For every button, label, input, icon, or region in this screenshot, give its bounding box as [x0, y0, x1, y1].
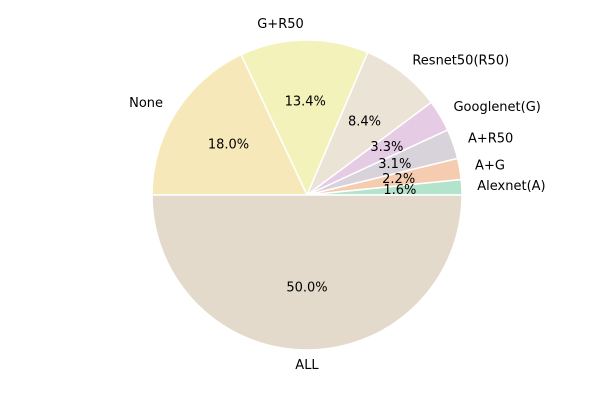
- pie-percent-all: 50.0%: [286, 281, 327, 296]
- pie-percent-a-g: 2.2%: [382, 172, 415, 187]
- pie-label-a-g: A+G: [475, 159, 505, 174]
- pie-percent-resnet50-r50: 8.4%: [348, 114, 381, 129]
- pie-label-googlenet-g: Googlenet(G): [453, 100, 540, 115]
- pie-slice-all: [151, 194, 463, 351]
- pie-percent-labels: 1.6%2.2%3.1% 3.3% 8.4% 13.4% 18.0% 50.0%: [208, 95, 417, 296]
- pie-label-all: ALL: [295, 358, 319, 373]
- pie-label-alexnet-a: Alexnet(A): [477, 179, 545, 194]
- pie-percent-none: 18.0%: [208, 138, 249, 153]
- pie-label-g-r50: G+R50: [257, 17, 304, 32]
- pie-percent-googlenet-g: 3.3%: [370, 140, 403, 155]
- pie-slice-none: [151, 53, 309, 196]
- pie-slice-g-r50: [240, 39, 369, 197]
- pie-label-none: None: [129, 96, 163, 111]
- pie-slices: [151, 39, 463, 351]
- pie-percent-a-r50: 3.1%: [378, 157, 411, 172]
- pie-percent-alexnet-a: 1.6%: [383, 183, 416, 198]
- pie-percent-g-r50: 13.4%: [285, 95, 326, 110]
- pie-label-a-r50: A+R50: [468, 131, 513, 146]
- pie-category-labels: Alexnet(A) A+G A+R50 Googlenet(G) Resnet50(R…: [129, 17, 546, 373]
- pie-label-resnet50-r50: Resnet50(R50): [412, 53, 509, 68]
